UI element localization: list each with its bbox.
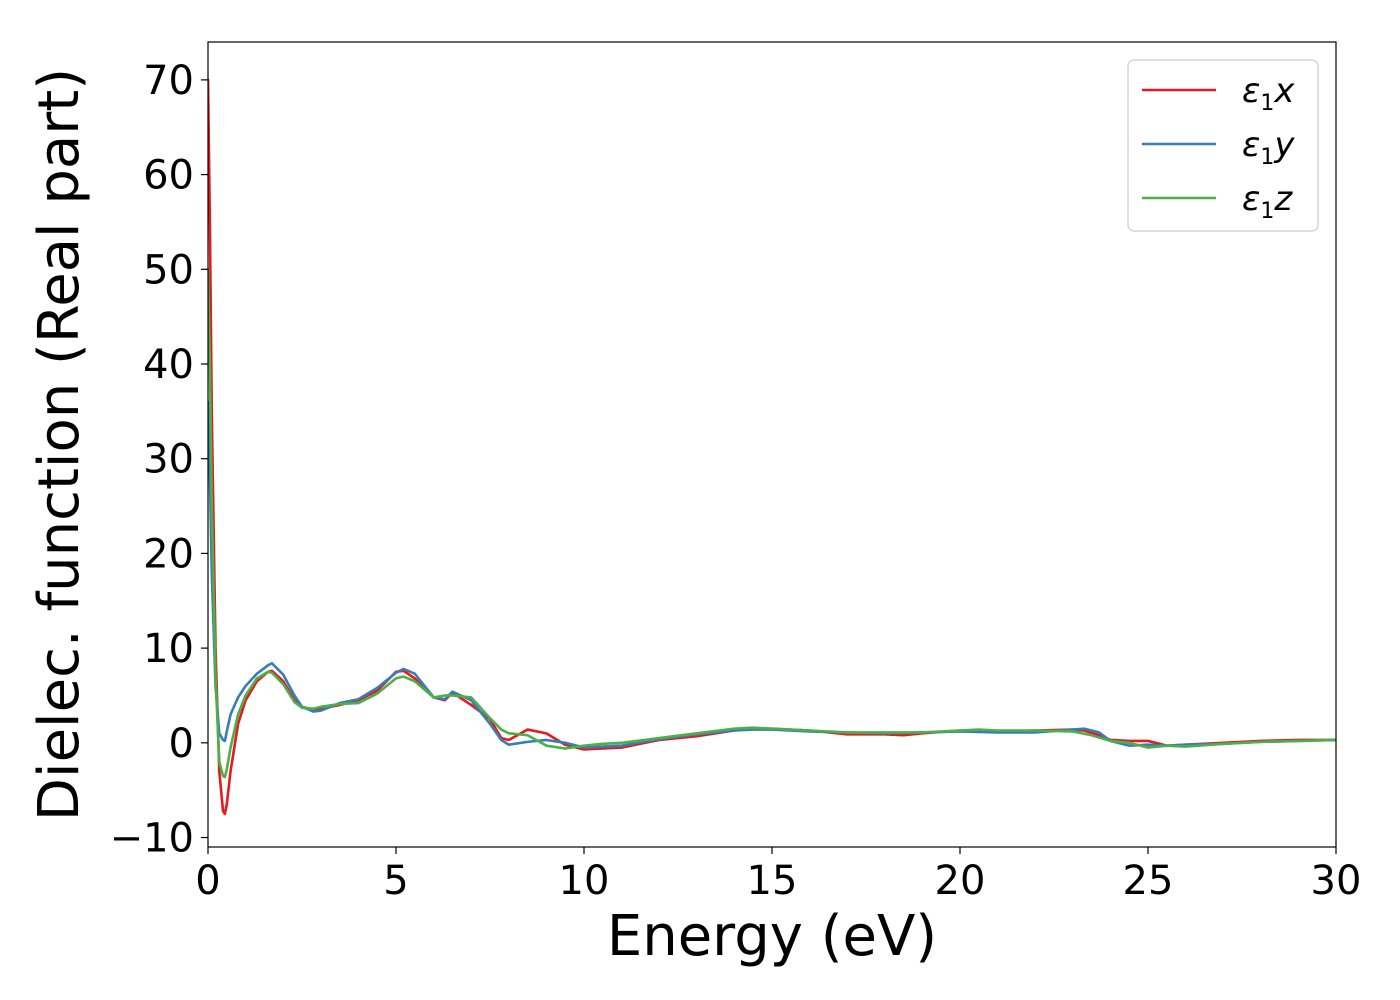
y-tick-label: 60 [143, 153, 194, 199]
x-tick-label: 30 [1311, 858, 1362, 904]
x-tick-label: 25 [1123, 858, 1174, 904]
legend-label-x: ε1x [1242, 71, 1295, 116]
x-tick-label: 5 [383, 858, 408, 904]
y-tick-label: −10 [110, 816, 194, 862]
series-line-y [208, 400, 1336, 749]
x-tick-label: 10 [559, 858, 610, 904]
y-tick-label: 40 [143, 342, 194, 388]
plot-lines [208, 78, 1336, 816]
y-axis-ticks: −10 0 10 20 30 40 50 60 70 [110, 58, 208, 862]
y-tick-label: 20 [143, 531, 194, 577]
y-tick-label: 70 [143, 58, 194, 104]
x-axis-title: Energy (eV) [607, 904, 937, 969]
y-tick-label: 10 [143, 626, 194, 672]
legend-label-y: ε1y [1242, 125, 1295, 170]
x-tick-label: 15 [747, 858, 798, 904]
y-tick-label: 30 [143, 437, 194, 483]
legend-box [1127, 59, 1319, 232]
legend: ε1x ε1y ε1z [1127, 59, 1319, 232]
series-line-z [208, 267, 1336, 779]
y-tick-label: 50 [143, 247, 194, 293]
x-axis-ticks: 0 5 10 15 20 25 30 [195, 847, 1361, 904]
y-tick-label: 0 [169, 721, 194, 767]
x-tick-label: 20 [935, 858, 986, 904]
x-tick-label: 0 [195, 858, 220, 904]
legend-label-z: ε1z [1242, 179, 1293, 224]
y-axis-title: Dielec. function (Real part) [27, 68, 92, 821]
legend-items: ε1x ε1y ε1z [1142, 71, 1295, 224]
